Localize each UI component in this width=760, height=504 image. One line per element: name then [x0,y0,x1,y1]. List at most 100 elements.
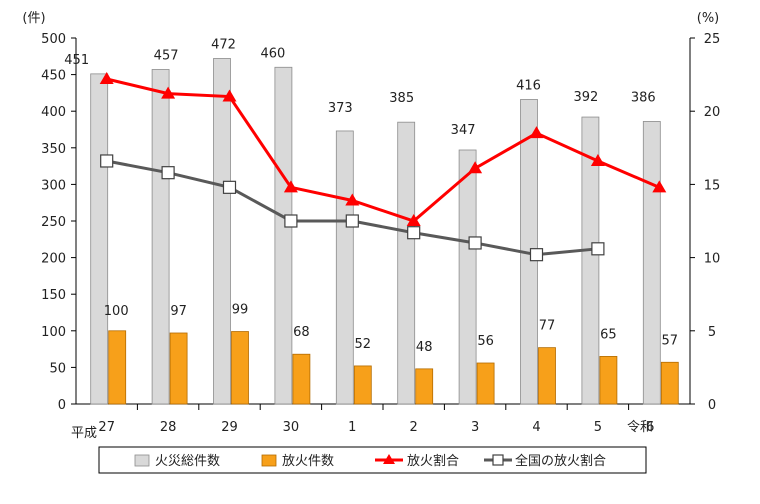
data-label-arson: 99 [232,303,249,318]
axes: 0501001502002503003504004505000510152025… [22,11,720,441]
data-label-total: 385 [389,91,414,106]
left-tick-label: 300 [41,178,66,193]
marker-national-arson-ratio [161,166,175,180]
data-label-arson: 48 [416,340,433,355]
legend-label-arson: 放火件数 [282,454,334,469]
left-tick-label: 200 [41,252,66,267]
right-tick-label: 15 [704,178,721,193]
data-label-arson: 52 [355,337,372,352]
data-label-total: 451 [64,53,89,68]
legend-marker-national [492,454,504,466]
era-label: 令和 [627,420,653,435]
left-tick-label: 100 [41,325,66,340]
right-tick-label: 0 [708,398,716,413]
x-tick-label: 6 [646,420,654,435]
data-label-total: 386 [631,90,656,105]
marker-arson-ratio [529,126,544,139]
right-tick-label: 25 [704,32,721,47]
labels: 451 457 472 460 373 385 347 416 392 386 100 97 99 68 5… [64,37,678,354]
right-axis-unit: (%) [697,11,720,26]
data-label-total: 416 [516,78,541,93]
bar-arson-fires [169,332,188,405]
bar-total-fires [335,130,354,405]
bar-arson-fires [476,362,495,405]
x-tick-label: 5 [594,420,602,435]
marker-national-arson-ratio [407,226,421,240]
bar-total-fires [151,69,170,405]
bar-arson-fires [353,365,372,405]
data-label-total: 392 [573,90,598,105]
data-label-arson: 100 [104,304,129,319]
data-label-total: 347 [451,123,476,138]
data-label-total: 460 [260,46,285,61]
bar-arson-fires [108,330,127,405]
data-label-total: 472 [211,37,236,52]
left-tick-label: 0 [58,398,66,413]
marker-arson-ratio [222,89,237,102]
legend-label-arson-ratio: 放火割合 [407,453,459,469]
left-axis-unit: (件) [22,11,45,26]
marker-national-arson-ratio [529,248,544,262]
data-label-arson: 97 [170,304,187,319]
marker-national-arson-ratio [100,154,114,168]
right-tick-label: 10 [704,252,721,267]
legend-swatch-total [134,454,150,467]
legend-swatch-arson [261,454,277,467]
right-tick-label: 20 [704,105,721,120]
x-tick-label: 30 [283,420,300,435]
marker-national-arson-ratio [284,214,298,228]
bar-total-fires [642,121,661,405]
x-tick-label: 4 [532,420,540,435]
data-label-arson: 57 [662,333,679,348]
x-tick-label: 3 [471,420,479,435]
bar-total-fires [581,116,600,405]
bar-total-fires [90,73,109,405]
left-tick-label: 500 [41,32,66,47]
right-tick-label: 5 [708,325,716,340]
x-tick-label: 1 [348,420,356,435]
data-label-arson: 56 [477,334,494,349]
bar-total-fires [213,58,231,405]
lines [99,71,667,262]
marker-national-arson-ratio [345,214,359,228]
marker-national-arson-ratio [468,236,482,250]
x-tick-label: 2 [410,420,418,435]
marker-arson-ratio [99,71,114,84]
bar-arson-fires [292,353,311,405]
bar-arson-fires [660,361,679,405]
marker-arson-ratio [345,193,360,206]
bar-arson-fires [415,368,434,405]
legend-label-total: 火災総件数 [155,454,220,469]
left-tick-label: 450 [41,69,66,84]
x-tick-label: 27 [98,420,115,435]
bar-arson-fires [599,356,618,405]
data-label-arson: 68 [293,325,310,340]
x-tick-label: 28 [160,420,177,435]
marker-national-arson-ratio [591,242,605,256]
data-label-arson: 65 [600,327,617,342]
bar-total-fires [397,121,416,405]
bar-arson-fires [231,331,249,405]
left-tick-label: 50 [49,361,66,376]
marker-arson-ratio [590,153,605,166]
marker-arson-ratio [161,86,176,99]
bar-arson-fires [538,347,556,405]
bars [90,58,679,405]
data-label-total: 373 [328,101,353,116]
bar-total-fires [274,66,293,405]
legend-box [98,446,647,474]
legend: 火災総件数 放火件数 放火割合 全国の放火割合 [98,446,647,474]
legend-label-national: 全国の放火割合 [515,453,606,469]
marker-national-arson-ratio [222,180,237,194]
left-tick-label: 400 [41,105,66,120]
era-label: 平成 [71,426,97,441]
marker-arson-ratio [652,180,667,193]
data-label-total: 457 [154,48,179,63]
data-label-arson: 77 [539,319,556,334]
marker-arson-ratio [468,161,483,174]
bar-total-fires [458,149,477,405]
left-tick-label: 250 [41,215,66,230]
line-arson-ratio [106,77,660,223]
marker-arson-ratio [283,180,298,193]
